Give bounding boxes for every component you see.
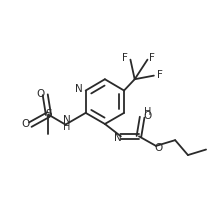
Text: F: F [122, 53, 128, 62]
Text: N: N [63, 115, 71, 125]
Text: N: N [114, 133, 122, 143]
Text: H: H [64, 122, 71, 132]
Text: S: S [46, 109, 52, 119]
Text: H: H [144, 107, 151, 117]
Text: N: N [76, 85, 83, 94]
Text: F: F [157, 70, 163, 80]
Text: O: O [154, 144, 162, 153]
Text: F: F [149, 53, 155, 62]
Text: O: O [22, 119, 30, 129]
Text: O: O [36, 89, 45, 99]
Text: O: O [143, 111, 152, 121]
